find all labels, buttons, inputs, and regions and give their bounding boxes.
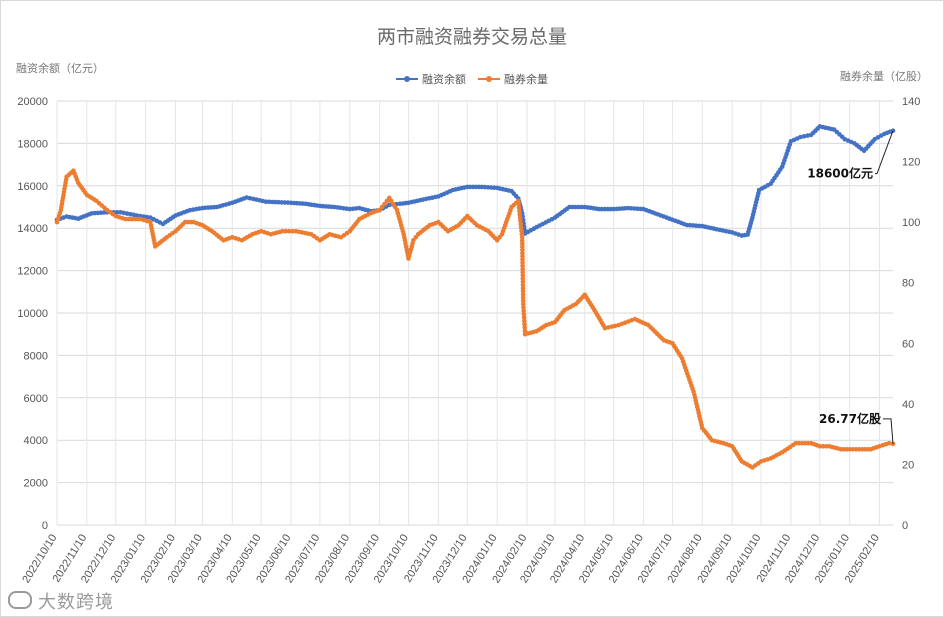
- y-left-tick-label: 6000: [24, 393, 48, 405]
- data-point: [823, 444, 829, 449]
- data-point: [518, 221, 524, 227]
- series-line: [56, 125, 894, 237]
- data-point: [520, 273, 526, 278]
- y-left-tick-label: 20000: [17, 96, 48, 108]
- data-point: [114, 210, 120, 215]
- annotation-short-value: 26.77亿股: [819, 411, 894, 444]
- data-point: [522, 325, 527, 330]
- data-point: [521, 301, 526, 307]
- y-axis-right-label: 融券余量（亿股）: [840, 69, 928, 83]
- data-point: [520, 282, 526, 288]
- data-point: [517, 208, 522, 214]
- data-point: [817, 444, 823, 449]
- annotation-leader-line: [883, 418, 894, 444]
- data-point: [520, 298, 526, 304]
- data-point: [517, 215, 523, 220]
- data-point: [805, 133, 810, 138]
- y-right-tick-label: 60: [902, 338, 914, 350]
- legend-item: 融资余额: [396, 72, 466, 86]
- data-point: [387, 202, 392, 208]
- data-point: [521, 305, 526, 310]
- data-point: [522, 321, 527, 327]
- data-point: [520, 276, 526, 281]
- data-point: [847, 447, 852, 452]
- data-point: [521, 311, 527, 317]
- data-point: [280, 228, 285, 234]
- watermark: 大数跨境: [8, 588, 114, 614]
- annotations: 18600亿元 26.77亿股: [807, 130, 894, 444]
- data-point: [522, 328, 528, 334]
- data-point: [516, 201, 521, 207]
- data-point: [520, 247, 525, 253]
- data-point: [520, 266, 525, 272]
- data-point: [520, 250, 525, 256]
- legend-item: 融券余量: [478, 72, 548, 86]
- y-right-tick-label: 100: [902, 217, 920, 229]
- data-point: [850, 447, 856, 452]
- data-point: [798, 134, 803, 140]
- legend: 融资余额 融券余量: [396, 72, 548, 86]
- y-left-tick-label: 8000: [24, 350, 48, 362]
- y-right-tick-label: 20: [902, 459, 914, 471]
- data-point: [522, 318, 527, 324]
- data-point: [520, 241, 525, 246]
- y-right-tick-label: 140: [902, 96, 920, 108]
- y-left-tick-label: 10000: [17, 308, 48, 320]
- annotation-text: 26.77亿股: [819, 411, 882, 426]
- y-left-tick-label: 2000: [24, 478, 48, 490]
- chart-title: 两市融资融券交易总量: [377, 26, 567, 48]
- data-point: [283, 228, 289, 234]
- data-point: [520, 292, 526, 297]
- data-point: [520, 260, 525, 266]
- data-point: [520, 257, 525, 262]
- legend-label: 融券余量: [504, 72, 548, 86]
- data-point: [886, 440, 892, 446]
- series-layer: [54, 124, 896, 470]
- data-point: [134, 213, 140, 218]
- legend-label: 融资余额: [422, 72, 466, 86]
- watermark-text: 大数跨境: [38, 592, 114, 613]
- y-left-tick-label: 4000: [24, 435, 48, 447]
- data-point: [519, 235, 525, 240]
- data-point: [520, 263, 525, 269]
- data-point: [521, 308, 526, 314]
- axes: 0 2000 4000 6000 8000 10000 12000 14000 16000 180…: [17, 96, 920, 585]
- data-point: [521, 315, 527, 320]
- data-point: [853, 447, 859, 452]
- data-point: [801, 134, 807, 139]
- data-point: [520, 289, 526, 294]
- data-point: [820, 444, 826, 449]
- y-left-tick-label: 16000: [17, 181, 48, 193]
- gridlines: [56, 100, 893, 526]
- annotation-margin-value: 18600亿元: [807, 130, 894, 181]
- y-left-tick-label: 14000: [17, 223, 48, 235]
- data-point: [520, 279, 526, 285]
- y-axis-left-label: 融资余额（亿元）: [16, 61, 104, 75]
- data-point: [520, 244, 525, 250]
- y-left-tick-label: 18000: [17, 138, 48, 150]
- legend-swatch-marker: [486, 76, 492, 82]
- y-left-tick-label: 0: [42, 520, 48, 532]
- annotation-text: 18600亿元: [807, 166, 873, 181]
- data-point: [290, 228, 295, 234]
- y-left-tick-label: 12000: [17, 266, 48, 278]
- data-point: [286, 228, 292, 234]
- data-point: [520, 295, 526, 301]
- y-right-tick-label: 80: [902, 278, 914, 290]
- data-point: [519, 228, 524, 233]
- legend-swatch-marker: [404, 76, 410, 82]
- y-right-tick-label: 120: [902, 157, 920, 169]
- data-point: [382, 201, 387, 207]
- y-right-tick-label: 40: [902, 399, 914, 411]
- watermark-logo-icon: [8, 591, 32, 609]
- annotation-leader-line: [875, 130, 894, 175]
- y-right-tick-label: 0: [902, 520, 908, 532]
- series-short-volume: [54, 168, 896, 470]
